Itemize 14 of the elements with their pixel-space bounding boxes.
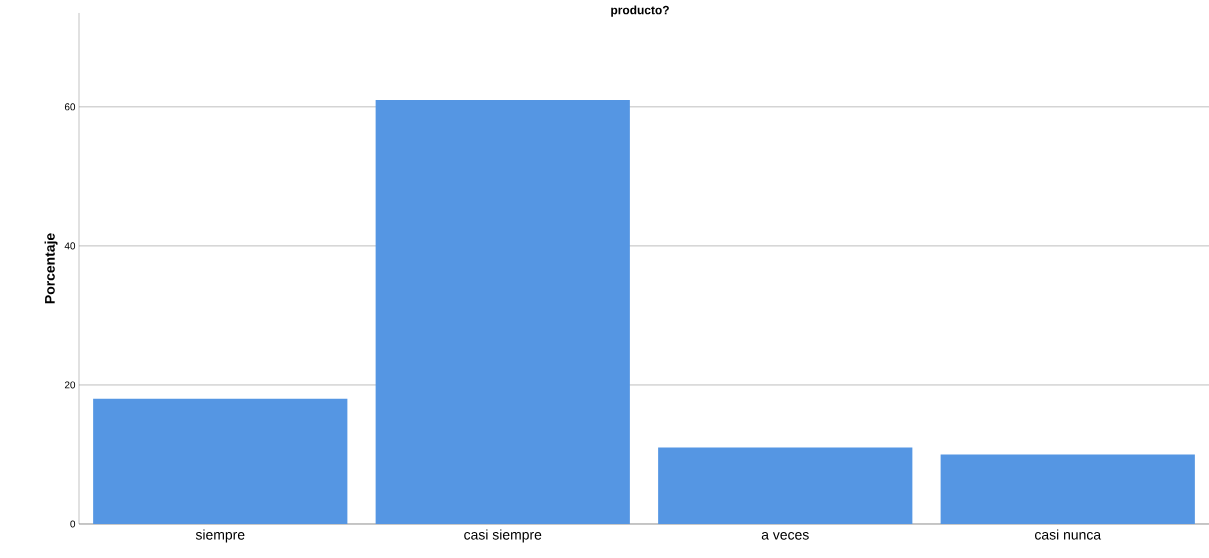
- bar: [375, 99, 630, 524]
- bar: [93, 398, 348, 524]
- y-tick-label: 60: [64, 103, 76, 111]
- y-axis-title: Porcentaje: [44, 233, 58, 304]
- x-tick-label: casi siempre: [464, 529, 542, 543]
- bar: [940, 454, 1195, 524]
- bar: [658, 447, 913, 524]
- y-tick-label: 0: [70, 520, 76, 528]
- y-tick-label: 40: [64, 242, 76, 250]
- chart-title: producto?: [611, 5, 669, 17]
- x-tick-label: casi nunca: [1035, 529, 1102, 540]
- x-tick-label: siempre: [195, 529, 245, 543]
- y-tick-label: 20: [64, 381, 76, 389]
- x-tick-label: a veces: [761, 531, 809, 540]
